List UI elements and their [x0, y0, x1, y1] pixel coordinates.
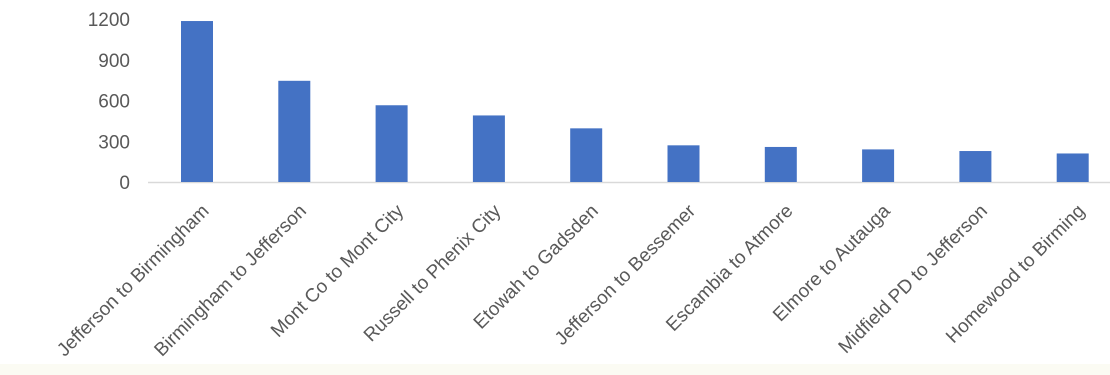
bottom-band — [0, 364, 1110, 375]
y-tick-label: 1200 — [88, 10, 130, 31]
x-category-label: Jefferson to Birmingham — [53, 201, 213, 361]
y-axis-ticks: 0 300 600 900 1200 — [88, 10, 130, 194]
bar — [1056, 153, 1089, 182]
bar — [375, 105, 408, 182]
y-tick-label: 0 — [119, 173, 130, 194]
bar — [667, 145, 700, 182]
bar — [278, 80, 311, 182]
bar — [764, 146, 797, 182]
y-tick-label: 900 — [98, 51, 130, 72]
bars — [181, 21, 1089, 182]
bar — [862, 149, 895, 182]
bar — [570, 128, 603, 182]
bar — [181, 21, 213, 182]
y-tick-label: 300 — [98, 132, 130, 153]
y-tick-label: 600 — [98, 92, 130, 113]
bar — [959, 151, 992, 182]
bar — [472, 115, 505, 182]
